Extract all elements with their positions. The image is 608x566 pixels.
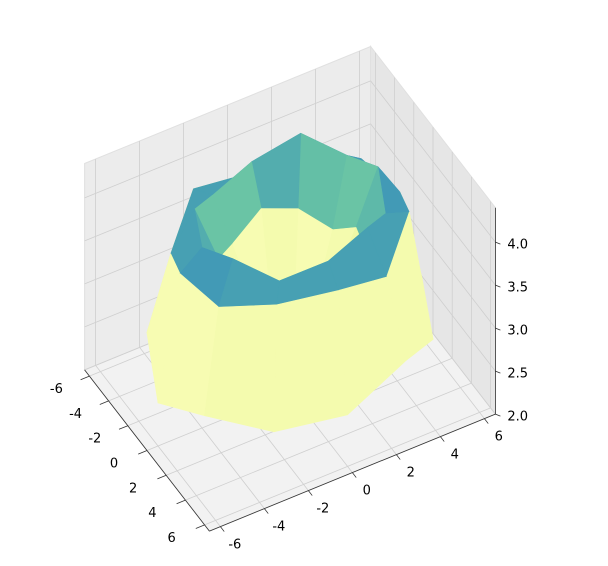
tick-mark [138,450,148,455]
x-axis-line [84,369,210,532]
tick-mark [264,508,269,514]
y-axis-line [209,413,496,532]
x-tick-label: -2 [88,432,101,447]
tick-mark [195,524,205,529]
x-tick-label: 2 [129,481,137,496]
y-tick-label: 4 [451,448,459,463]
x-tick-label: 0 [110,457,118,472]
tick-mark [220,526,225,532]
surface-facet [204,304,277,433]
grid-line [370,80,496,243]
tick-mark [80,375,90,381]
tick-mark [157,474,167,480]
tick-mark [495,370,501,374]
surface-facet [273,290,348,433]
tick-mark [352,472,357,478]
z-tick-label: 3.5 [507,281,528,296]
x-tick-label: -4 [69,407,82,422]
tick-mark [440,436,445,442]
z-tick-label: 4.0 [507,238,528,253]
x-tick-label: 4 [148,506,156,521]
tick-mark [495,413,501,417]
x-tick-label: 6 [167,531,175,546]
y-tick-label: -4 [272,520,285,535]
tick-mark [99,400,109,405]
y-tick-label: 6 [495,430,503,445]
tick-mark [495,241,501,245]
y-tick-label: 0 [363,484,371,499]
tick-mark [308,490,313,496]
grid-line [95,365,221,527]
grid-line [370,123,496,286]
tick-mark [484,418,489,424]
z-tick-label: 2.0 [507,410,528,425]
y-tick-label: -6 [228,538,241,553]
surface [146,132,434,433]
tick-mark [495,284,501,288]
y-tick-label: -2 [316,502,329,517]
z-tick-label: 2.5 [507,367,528,382]
tick-mark [176,499,186,505]
tick-mark [396,454,401,460]
grid-line [84,80,371,199]
tick-mark [495,327,501,331]
y-tick-label: 2 [407,466,415,481]
z-tick-label: 3.0 [507,324,528,339]
x-tick-label: -6 [50,382,63,397]
tick-mark [118,425,128,430]
